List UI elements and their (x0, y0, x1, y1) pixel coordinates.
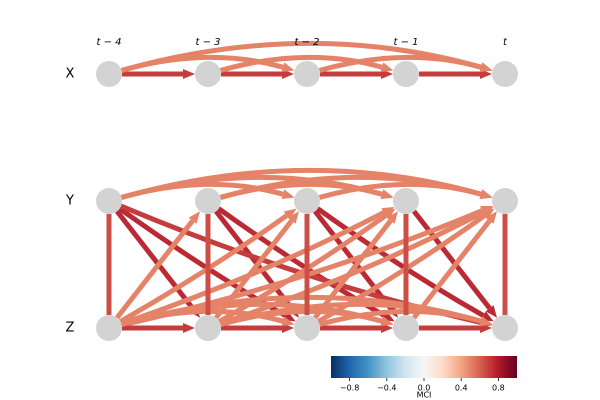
node (393, 315, 419, 341)
lagged-link (120, 294, 482, 327)
arrowhead (283, 208, 297, 220)
time-label: t (503, 37, 508, 48)
arrowhead (479, 316, 493, 327)
lagged-link (120, 167, 482, 200)
arrowhead (281, 62, 295, 73)
colorbar-tick-label: −0.8 (340, 384, 359, 393)
node (393, 188, 419, 214)
arrowhead (480, 206, 494, 216)
lagged-link (115, 219, 195, 320)
arrowhead (479, 62, 493, 73)
lagged-link (412, 209, 492, 310)
colorbar-tick-label: 0.4 (455, 384, 468, 393)
time-label: t − 3 (195, 37, 220, 48)
arrowhead (183, 323, 195, 333)
node (294, 61, 320, 87)
colorbar-tick-label: 0.8 (492, 384, 505, 393)
lagged-link (120, 40, 482, 73)
arrowhead (287, 211, 300, 224)
time-label: t − 2 (294, 37, 319, 48)
arrowhead (381, 206, 395, 217)
colorbar-label: MCI (417, 391, 432, 400)
arrowhead (183, 69, 195, 79)
colorbar: −0.8 −0.4 0.0 0.4 0.8 MCI (331, 356, 517, 400)
node (96, 315, 122, 341)
arrowhead (485, 211, 498, 224)
colorbar-tick-label: −0.4 (377, 384, 396, 393)
arrowhead (386, 211, 399, 224)
nodes: X Y Zt − 4 t − 3 t − 2 t − 1 t (65, 37, 518, 341)
variable-label: Z (66, 321, 75, 336)
variable-label: Y (65, 194, 74, 209)
lagged-link (120, 210, 385, 327)
arrowhead (380, 189, 394, 200)
node (294, 188, 320, 214)
colorbar-gradient (331, 356, 517, 378)
variable-label: X (66, 67, 75, 82)
node (393, 61, 419, 87)
node (294, 315, 320, 341)
node (492, 188, 518, 214)
node (96, 188, 122, 214)
lagged-link (219, 210, 484, 327)
node (195, 188, 221, 214)
arrowhead (485, 305, 498, 318)
node (492, 61, 518, 87)
node (492, 315, 518, 341)
edges (106, 40, 508, 333)
time-label: t − 1 (393, 37, 418, 48)
node (96, 61, 122, 87)
node (195, 315, 221, 341)
lagged-link (316, 206, 485, 318)
arrowhead (281, 316, 295, 327)
arrowhead (380, 316, 394, 327)
time-label: t − 4 (96, 37, 121, 48)
colorbar-tick-label: 0.0 (418, 384, 431, 393)
lagged-link (115, 209, 195, 310)
node (195, 61, 221, 87)
arrowhead (281, 189, 295, 200)
arrowhead (479, 189, 493, 200)
arrowhead (380, 62, 394, 73)
arrowhead (188, 211, 201, 224)
